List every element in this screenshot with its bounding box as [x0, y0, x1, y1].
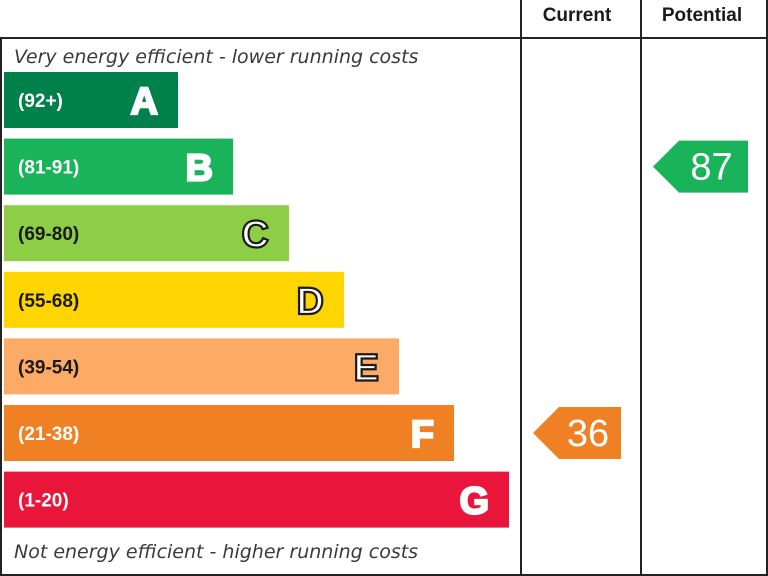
current-marker-arrow [533, 407, 621, 459]
band-g: (1-20) G [4, 471, 509, 528]
band-bar-c [4, 205, 289, 262]
band-range-label: (55-68) [18, 291, 79, 312]
band-letter: C [242, 214, 269, 256]
band-range-label: (21-38) [18, 424, 79, 445]
band-bar-d [4, 271, 344, 328]
band-range-label: (69-80) [18, 224, 79, 245]
band-range-label: (92+) [18, 91, 63, 112]
band-letter: F [411, 414, 434, 456]
band-range-label: (81-91) [18, 158, 79, 179]
band-f: (21-38) F [4, 405, 454, 461]
rating-markers: 36 87 [533, 140, 748, 459]
band-c: (69-80) C [4, 205, 289, 262]
band-e: (39-54) E [4, 338, 399, 395]
band-bar-a [4, 72, 178, 128]
band-b: (81-91) B [4, 138, 233, 195]
band-bar-b [4, 138, 233, 195]
potential-header: Potential [662, 5, 742, 26]
band-letter: B [186, 148, 213, 190]
band-range-label: (1-20) [18, 491, 69, 512]
band-letter: E [354, 347, 379, 389]
potential-marker-arrow [653, 140, 748, 193]
band-letter: A [131, 81, 158, 123]
rating-bands: (92+) A (81-91) B (69-80) C (55-68) D (39-54) E (2… [4, 72, 509, 528]
band-bar-f [4, 405, 454, 461]
bottom-note: Not energy efficient - higher running co… [14, 541, 418, 563]
band-d: (55-68) D [4, 271, 344, 328]
current-score: 36 [567, 413, 609, 455]
band-letter: D [297, 281, 324, 323]
band-bar-e [4, 338, 399, 395]
band-letter: G [459, 481, 489, 523]
current-rating-marker: 36 [533, 407, 621, 459]
top-note: Very energy efficient - lower running co… [14, 46, 419, 68]
potential-score: 87 [690, 147, 732, 189]
band-a: (92+) A [4, 72, 178, 128]
band-bar-g [4, 471, 509, 528]
potential-rating-marker: 87 [653, 140, 748, 193]
band-range-label: (39-54) [18, 357, 79, 378]
current-header: Current [543, 5, 612, 26]
